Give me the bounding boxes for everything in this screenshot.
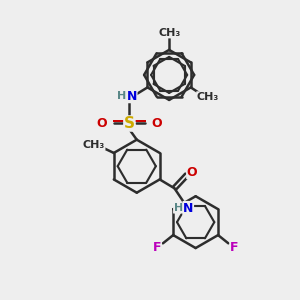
Text: O: O	[152, 117, 162, 130]
Text: CH₃: CH₃	[197, 92, 219, 102]
Text: N: N	[127, 90, 137, 103]
Text: CH₃: CH₃	[83, 140, 105, 150]
Text: O: O	[187, 166, 197, 178]
Text: F: F	[153, 241, 161, 254]
Text: N: N	[183, 202, 194, 214]
Text: H: H	[174, 203, 183, 213]
Text: H: H	[116, 91, 126, 101]
Text: S: S	[124, 116, 135, 131]
Text: O: O	[97, 117, 107, 130]
Text: CH₃: CH₃	[158, 28, 180, 38]
Text: F: F	[230, 241, 238, 254]
